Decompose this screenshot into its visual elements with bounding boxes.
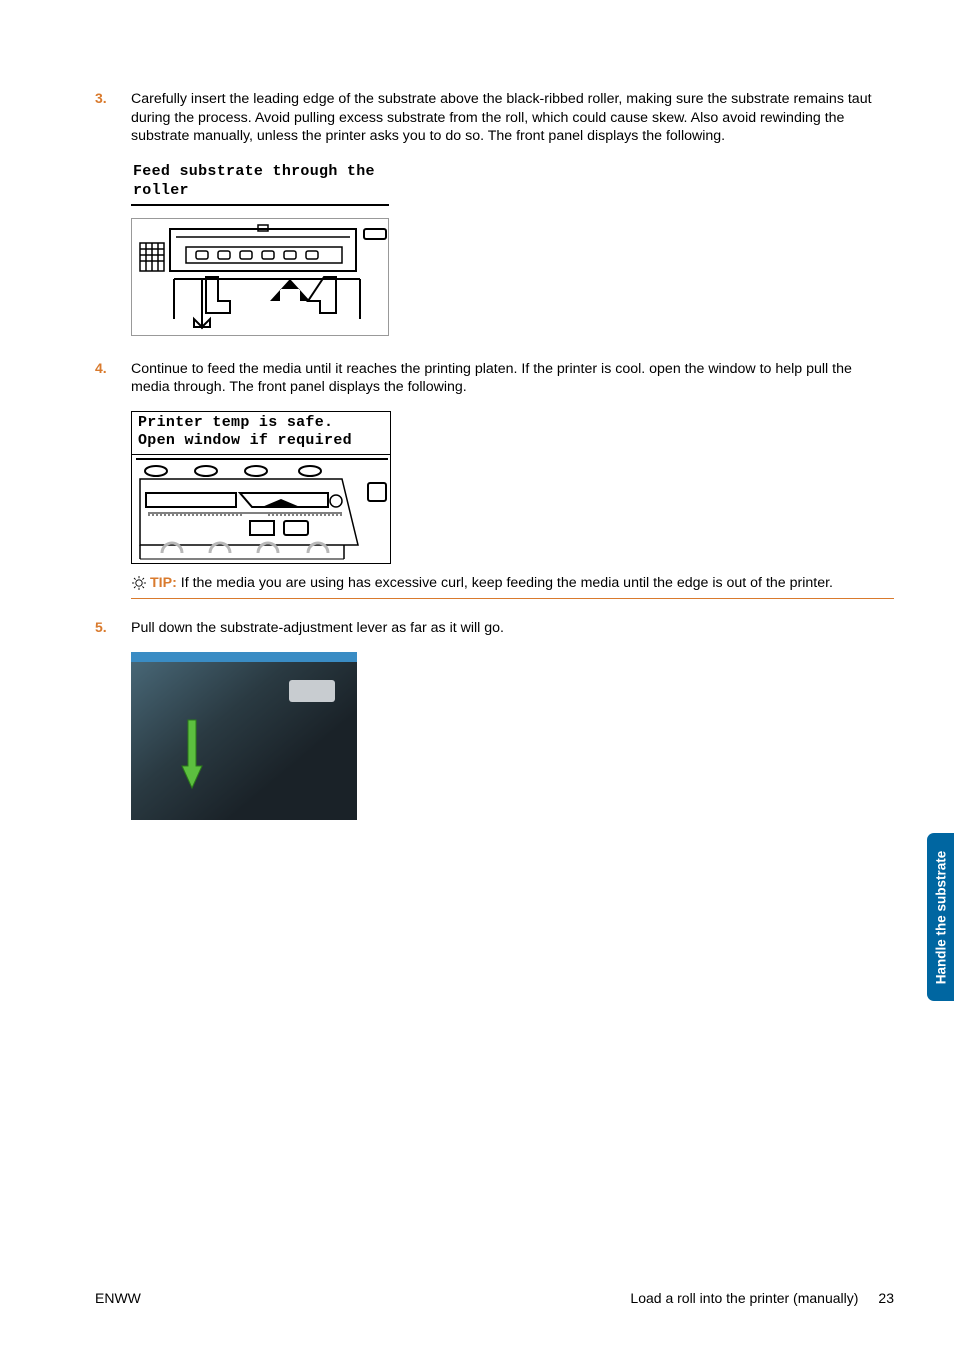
step-3: 3. Carefully insert the leading edge of … xyxy=(95,90,894,146)
lcd-display-2: Printer temp is safe. Open window if req… xyxy=(131,411,391,454)
side-tab-label: Handle the substrate xyxy=(933,850,948,984)
step-5: 5. Pull down the substrate-adjustment le… xyxy=(95,619,894,638)
step-4-text: Continue to feed the media until it reac… xyxy=(131,360,894,397)
lcd-1-line1: Feed substrate through the xyxy=(133,163,375,180)
lcd-2-line1: Printer temp is safe. xyxy=(138,414,333,431)
step-4-number: 4. xyxy=(95,360,131,397)
step-3-text: Carefully insert the leading edge of the… xyxy=(131,90,894,146)
step-5-text: Pull down the substrate-adjustment lever… xyxy=(131,619,504,638)
tip-block: TIP: If the media you are using has exce… xyxy=(131,572,894,601)
lcd-display-1: Feed substrate through the roller xyxy=(131,160,389,206)
lcd-1-rule xyxy=(131,204,389,206)
footer-left: ENWW xyxy=(95,1290,141,1306)
diagram-feed-substrate xyxy=(131,218,389,336)
tip-text: TIP: If the media you are using has exce… xyxy=(150,574,833,593)
tip-body: If the media you are using has excessive… xyxy=(181,575,833,591)
lcd-1-text: Feed substrate through the roller xyxy=(131,160,389,204)
lcd-2-line2: Open window if required xyxy=(138,432,352,449)
footer-page-number: 23 xyxy=(878,1290,894,1306)
diagram-open-window xyxy=(131,454,391,564)
lcd-1-line2: roller xyxy=(133,182,189,199)
photo-adjustment-lever xyxy=(131,652,357,820)
step-3-number: 3. xyxy=(95,90,131,146)
page-footer: ENWW Load a roll into the printer (manua… xyxy=(95,1290,894,1306)
footer-section-title: Load a roll into the printer (manually) xyxy=(630,1290,858,1306)
side-tab: Handle the substrate xyxy=(927,833,954,1001)
lcd-2-text: Printer temp is safe. Open window if req… xyxy=(131,411,391,454)
tip-label: TIP: xyxy=(150,575,177,591)
tip-icon xyxy=(131,575,147,591)
tip-rule xyxy=(131,598,894,599)
step-4: 4. Continue to feed the media until it r… xyxy=(95,360,894,397)
down-arrow-icon xyxy=(181,718,203,790)
step-5-number: 5. xyxy=(95,619,131,638)
